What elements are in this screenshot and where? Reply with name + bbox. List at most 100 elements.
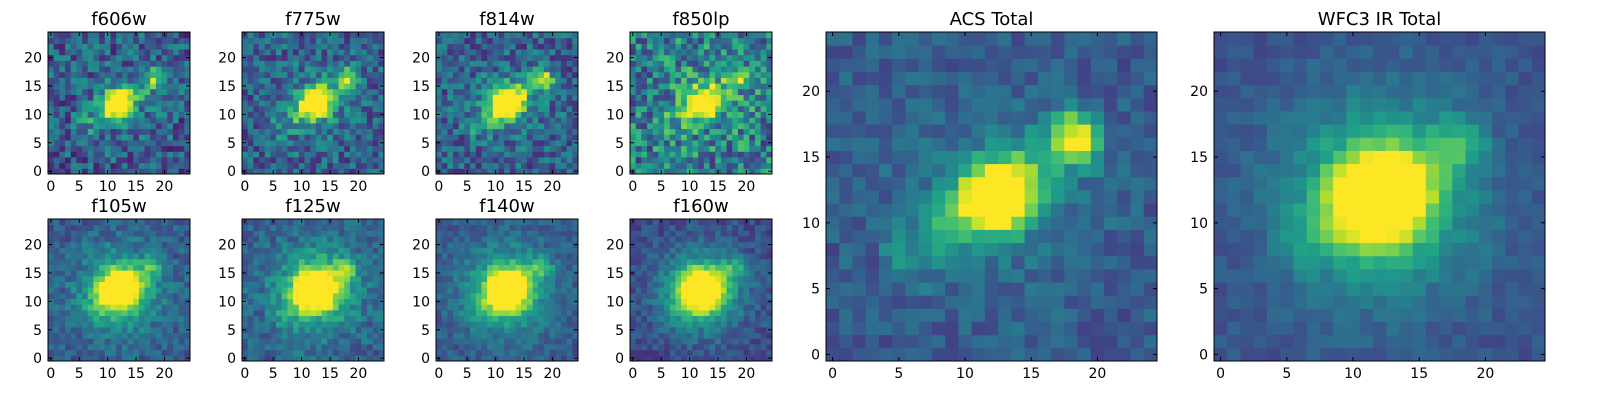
heatmap-cell — [681, 309, 688, 317]
heatmap-cell — [59, 49, 66, 56]
heatmap-cell — [355, 145, 362, 152]
heatmap-cell — [264, 60, 271, 67]
heatmap-cell — [93, 332, 100, 339]
heatmap-cell — [560, 247, 568, 254]
heatmap-cell — [464, 60, 471, 67]
heatmap-cell — [658, 66, 665, 73]
heatmap-cell — [315, 253, 323, 260]
heatmap-cell — [361, 332, 368, 339]
heatmap-cell — [110, 292, 117, 300]
heatmap-cell — [87, 241, 94, 248]
heatmap-cell — [87, 122, 94, 130]
heatmap-cell — [675, 304, 682, 311]
heatmap-cell — [270, 304, 277, 311]
x-tick-label: 0 — [46, 179, 55, 195]
heatmap-cell — [110, 281, 117, 288]
heatmap-cell — [304, 230, 311, 237]
heatmap-cell — [447, 338, 454, 345]
heatmap-cell — [664, 122, 671, 130]
heatmap-cell — [161, 321, 168, 328]
heatmap-cell — [144, 304, 151, 311]
heatmap-cell — [82, 298, 89, 305]
heatmap-cell — [538, 139, 545, 147]
heatmap-cell — [172, 94, 180, 101]
heatmap-cell — [681, 94, 688, 101]
heatmap-cell — [509, 298, 517, 305]
heatmap-cell — [560, 111, 568, 118]
heatmap-cell — [150, 241, 157, 248]
heatmap-cell — [116, 37, 123, 44]
heatmap-cell — [161, 253, 168, 260]
heatmap-cell — [361, 88, 368, 95]
heatmap-cell — [48, 100, 55, 107]
heatmap-cell — [361, 37, 368, 44]
heatmap-cell — [743, 162, 750, 169]
heatmap-cell — [310, 37, 317, 44]
heatmap-cell — [726, 88, 733, 95]
axes-frame — [435, 31, 579, 175]
heatmap-cell — [332, 100, 340, 107]
heatmap-cell — [635, 355, 642, 362]
heatmap-cell — [458, 264, 465, 271]
heatmap-cell — [458, 304, 465, 311]
heatmap-cell — [453, 100, 460, 107]
heatmap-cell — [93, 111, 100, 118]
heatmap-cell — [264, 77, 271, 84]
heatmap-cell — [178, 315, 185, 322]
heatmap-cell — [732, 94, 739, 101]
heatmap-cell — [321, 37, 328, 44]
heatmap-cell — [361, 168, 368, 175]
heatmap-cell — [458, 321, 465, 328]
heatmap-cell — [264, 145, 271, 152]
heatmap-cell — [144, 49, 151, 56]
heatmap-cell — [447, 241, 454, 248]
heatmap-cell — [498, 230, 505, 237]
heatmap-cell — [492, 83, 499, 90]
heatmap-cell — [532, 77, 539, 84]
heatmap-cell — [355, 275, 362, 282]
heatmap-cell — [543, 117, 551, 124]
heatmap-cell — [447, 236, 454, 243]
heatmap-cell — [332, 94, 340, 101]
heatmap-cell — [458, 287, 465, 294]
heatmap-cell — [270, 100, 277, 107]
heatmap-cell — [298, 83, 305, 90]
heatmap-cell — [184, 162, 191, 169]
heatmap-cell — [110, 145, 117, 152]
heatmap-cell — [372, 275, 379, 282]
heatmap-cell — [321, 94, 328, 101]
heatmap-cell — [641, 309, 648, 317]
heatmap-cell — [167, 122, 174, 130]
heatmap-cell — [669, 270, 676, 277]
heatmap-cell — [304, 105, 311, 113]
heatmap-cell — [698, 332, 705, 339]
heatmap-cell — [453, 60, 460, 67]
heatmap-cell — [310, 304, 317, 311]
heatmap-cell — [161, 83, 168, 90]
heatmap-cell — [53, 100, 60, 107]
heatmap-cell — [521, 77, 528, 84]
heatmap-cell — [349, 349, 357, 356]
heatmap-cell — [453, 88, 460, 95]
heatmap-cell — [82, 253, 89, 260]
heatmap-cell — [167, 151, 174, 158]
heatmap-cell — [361, 49, 368, 56]
heatmap-cell — [161, 343, 168, 351]
heatmap-cell — [127, 304, 134, 311]
heatmap-cell — [53, 224, 60, 231]
heatmap-cell — [338, 355, 345, 362]
heatmap-cell — [127, 241, 134, 248]
heatmap-cell — [298, 100, 305, 107]
heatmap-cell — [270, 156, 277, 164]
heatmap-cell — [281, 66, 288, 73]
heatmap-cell — [732, 287, 739, 294]
heatmap-cell — [560, 77, 568, 84]
heatmap-cell — [310, 71, 317, 78]
heatmap-cell — [372, 117, 379, 124]
heatmap-cell — [521, 281, 528, 288]
heatmap-cell — [560, 105, 568, 113]
heatmap-cell — [675, 287, 682, 294]
heatmap-cell — [264, 100, 271, 107]
heatmap-cell — [327, 304, 334, 311]
heatmap-cell — [441, 332, 448, 339]
